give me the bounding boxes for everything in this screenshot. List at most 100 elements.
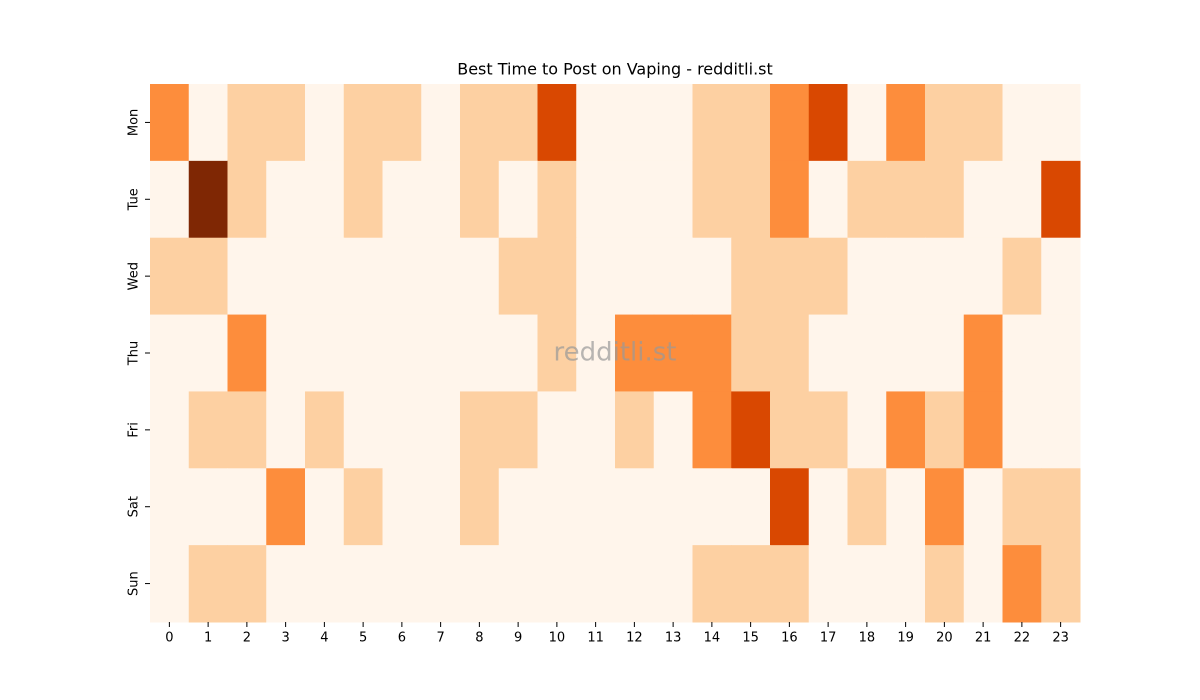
- heat-cell: [576, 545, 616, 623]
- heat-cell: [692, 545, 732, 623]
- heat-cell: [615, 545, 655, 623]
- heat-cell: [1041, 314, 1081, 392]
- x-tick-label: 5: [359, 631, 367, 646]
- heat-cell: [1041, 545, 1081, 623]
- heat-cell: [886, 84, 926, 162]
- heat-cell: [343, 237, 383, 316]
- heat-cell: [537, 84, 577, 162]
- x-tick-label: 8: [475, 631, 483, 646]
- heat-cell: [808, 545, 848, 623]
- heat-cell: [498, 237, 538, 316]
- heat-cell: [615, 84, 655, 162]
- heat-cell: [963, 84, 1003, 162]
- heat-cell: [421, 237, 461, 316]
- heat-cell: [266, 468, 306, 546]
- y-tick-label: Mon: [127, 109, 142, 136]
- x-tick-label: 16: [781, 631, 798, 646]
- heat-cell: [886, 314, 926, 392]
- heat-cell: [460, 160, 500, 239]
- y-tick-label: Tue: [127, 188, 142, 211]
- heat-cell: [537, 160, 577, 239]
- heat-cell: [498, 468, 538, 546]
- heat-cell: [576, 468, 616, 546]
- heat-cell: [1041, 468, 1081, 546]
- watermark: redditli.st: [554, 338, 677, 368]
- heat-cell: [1002, 160, 1042, 239]
- heat-cell: [188, 545, 228, 623]
- heat-cell: [963, 160, 1003, 239]
- heat-cell: [1002, 468, 1042, 546]
- heat-cell: [537, 468, 577, 546]
- heat-cell: [925, 314, 965, 392]
- heat-cell: [808, 314, 848, 392]
- heat-cell: [343, 545, 383, 623]
- heat-cell: [343, 160, 383, 239]
- x-tick-label: 6: [398, 631, 406, 646]
- heat-cell: [847, 84, 887, 162]
- x-tick-label: 14: [704, 631, 721, 646]
- heat-cell: [886, 237, 926, 316]
- heat-cell: [653, 468, 693, 546]
- heat-cell: [305, 160, 345, 239]
- heat-cell: [653, 391, 693, 469]
- heat-cell: [188, 237, 228, 316]
- heat-cell: [963, 237, 1003, 316]
- x-tick-label: 4: [320, 631, 328, 646]
- heat-cell: [382, 391, 422, 469]
- heat-cell: [1041, 391, 1081, 469]
- heat-cell: [847, 314, 887, 392]
- heat-cell: [925, 84, 965, 162]
- heat-cell: [266, 160, 306, 239]
- heat-cell: [653, 314, 693, 392]
- heat-cell: [1002, 391, 1042, 469]
- chart-title: Best Time to Post on Vaping - redditli.s…: [457, 60, 773, 79]
- heat-cell: [382, 237, 422, 316]
- heat-cell: [808, 237, 848, 316]
- heat-cell: [227, 468, 267, 546]
- heat-cell: [343, 468, 383, 546]
- heat-cell: [886, 468, 926, 546]
- heat-cell: [770, 391, 810, 469]
- heat-cell: [576, 237, 616, 316]
- heat-cell: [421, 391, 461, 469]
- heat-cell: [150, 160, 190, 239]
- x-tick-label: 21: [975, 631, 992, 646]
- x-tick-label: 19: [897, 631, 914, 646]
- heat-cell: [847, 545, 887, 623]
- heat-cell: [925, 545, 965, 623]
- heat-cell: [421, 468, 461, 546]
- x-tick-label: 3: [281, 631, 289, 646]
- heat-cell: [343, 314, 383, 392]
- heat-cell: [1041, 84, 1081, 162]
- heat-cell: [692, 237, 732, 316]
- heat-cell: [808, 160, 848, 239]
- heat-cell: [498, 160, 538, 239]
- heat-cell: [188, 468, 228, 546]
- heat-cell: [1002, 237, 1042, 316]
- heat-cell: [150, 391, 190, 469]
- heat-cell: [382, 314, 422, 392]
- heat-cell: [537, 545, 577, 623]
- heat-cell: [653, 84, 693, 162]
- heat-cell: [537, 237, 577, 316]
- heat-cell: [576, 391, 616, 469]
- heat-cell: [227, 391, 267, 469]
- heat-cell: [925, 160, 965, 239]
- heat-cell: [150, 468, 190, 546]
- heat-cell: [808, 391, 848, 469]
- heat-cell: [1002, 545, 1042, 623]
- heat-cell: [576, 84, 616, 162]
- heat-cell: [227, 237, 267, 316]
- heat-cell: [731, 237, 771, 316]
- heat-cell: [576, 314, 616, 392]
- heat-cell: [188, 314, 228, 392]
- heat-cell: [925, 468, 965, 546]
- heat-cell: [808, 468, 848, 546]
- x-tick-label: 22: [1014, 631, 1031, 646]
- heat-cell: [421, 160, 461, 239]
- heat-cell: [731, 84, 771, 162]
- heat-cell: [188, 84, 228, 162]
- heat-cell: [576, 160, 616, 239]
- heat-cell: [150, 314, 190, 392]
